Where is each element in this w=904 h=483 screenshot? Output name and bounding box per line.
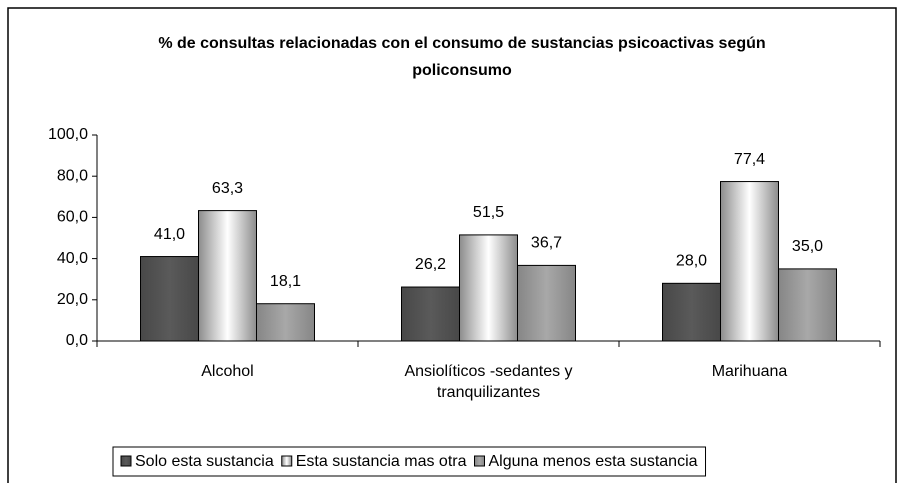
- bar: [459, 234, 518, 342]
- chart-title: % de consultas relacionadas con el consu…: [158, 35, 766, 79]
- chart-border: [7, 7, 897, 483]
- y-tick-label: 80,0: [57, 167, 88, 184]
- legend-label: Alguna menos esta sustancia: [489, 453, 698, 470]
- x-tick-label: Alcohol: [201, 363, 254, 380]
- bar: [662, 282, 721, 342]
- data-label: 77,4: [734, 151, 765, 168]
- bar: [256, 303, 315, 342]
- data-label: 35,0: [792, 238, 823, 255]
- y-tick-label: 0,0: [66, 332, 88, 349]
- legend: Solo esta sustancia Esta sustancia mas ot…: [112, 446, 707, 477]
- bar: [778, 268, 837, 342]
- bar: [517, 264, 576, 342]
- y-tick-label: 100,0: [48, 126, 88, 143]
- x-tick-label: Ansiolíticos -sedantes y tranquilizantes: [404, 363, 573, 401]
- bar: [140, 256, 199, 342]
- legend-swatch: [281, 455, 293, 467]
- legend-swatch: [120, 455, 132, 467]
- data-label: 51,5: [473, 204, 504, 221]
- bar: [401, 286, 460, 342]
- bar: [198, 210, 257, 342]
- y-tick-label: 40,0: [57, 250, 88, 267]
- x-tick-label: Marihuana: [711, 363, 788, 380]
- data-label: 63,3: [212, 180, 243, 197]
- legend-label: Esta sustancia mas otra: [296, 453, 467, 470]
- data-label: 18,1: [270, 273, 301, 290]
- legend-box: [112, 446, 707, 477]
- data-label: 26,2: [415, 256, 446, 273]
- y-tick-label: 60,0: [57, 209, 88, 226]
- legend-label: Solo esta sustancia: [135, 453, 274, 470]
- y-tick-label: 20,0: [57, 291, 88, 308]
- legend-swatch: [474, 455, 485, 467]
- data-label: 28,0: [676, 253, 707, 270]
- bar: [720, 181, 779, 342]
- data-label: 41,0: [154, 226, 185, 243]
- data-label: 36,7: [531, 235, 562, 252]
